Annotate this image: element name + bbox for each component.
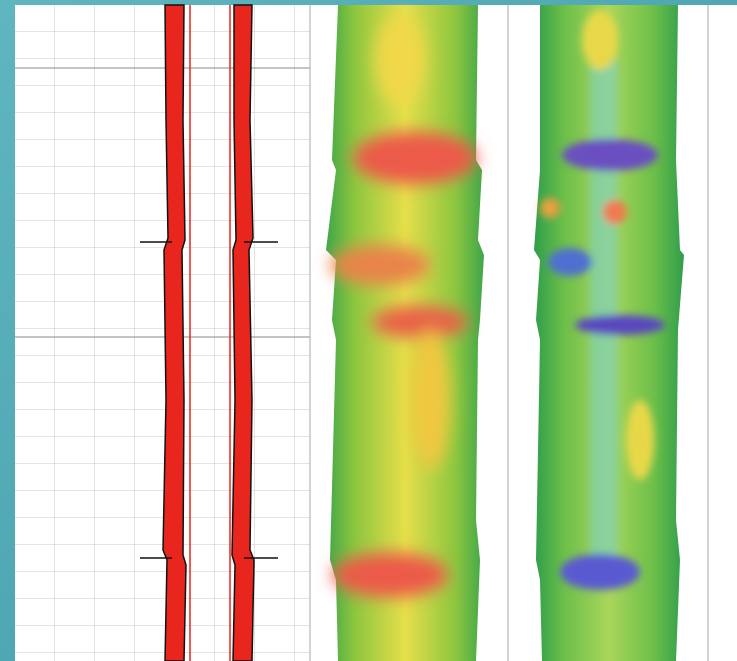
page: [0, 0, 737, 661]
caliper-left: [163, 5, 186, 661]
log-view: [0, 0, 737, 661]
caliper-right: [232, 5, 254, 661]
grid: [15, 5, 310, 661]
caliper-track: [15, 5, 310, 661]
